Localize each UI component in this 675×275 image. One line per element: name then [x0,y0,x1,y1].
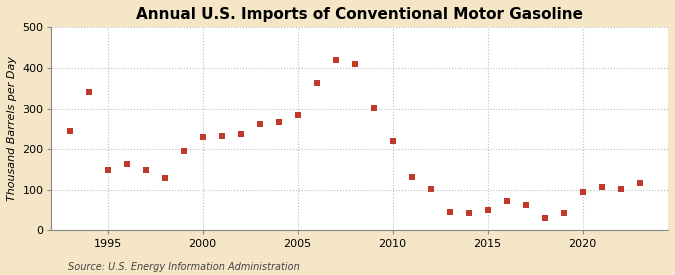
Y-axis label: Thousand Barrels per Day: Thousand Barrels per Day [7,56,17,201]
Text: Source: U.S. Energy Information Administration: Source: U.S. Energy Information Administ… [68,262,299,272]
Title: Annual U.S. Imports of Conventional Motor Gasoline: Annual U.S. Imports of Conventional Moto… [136,7,583,22]
